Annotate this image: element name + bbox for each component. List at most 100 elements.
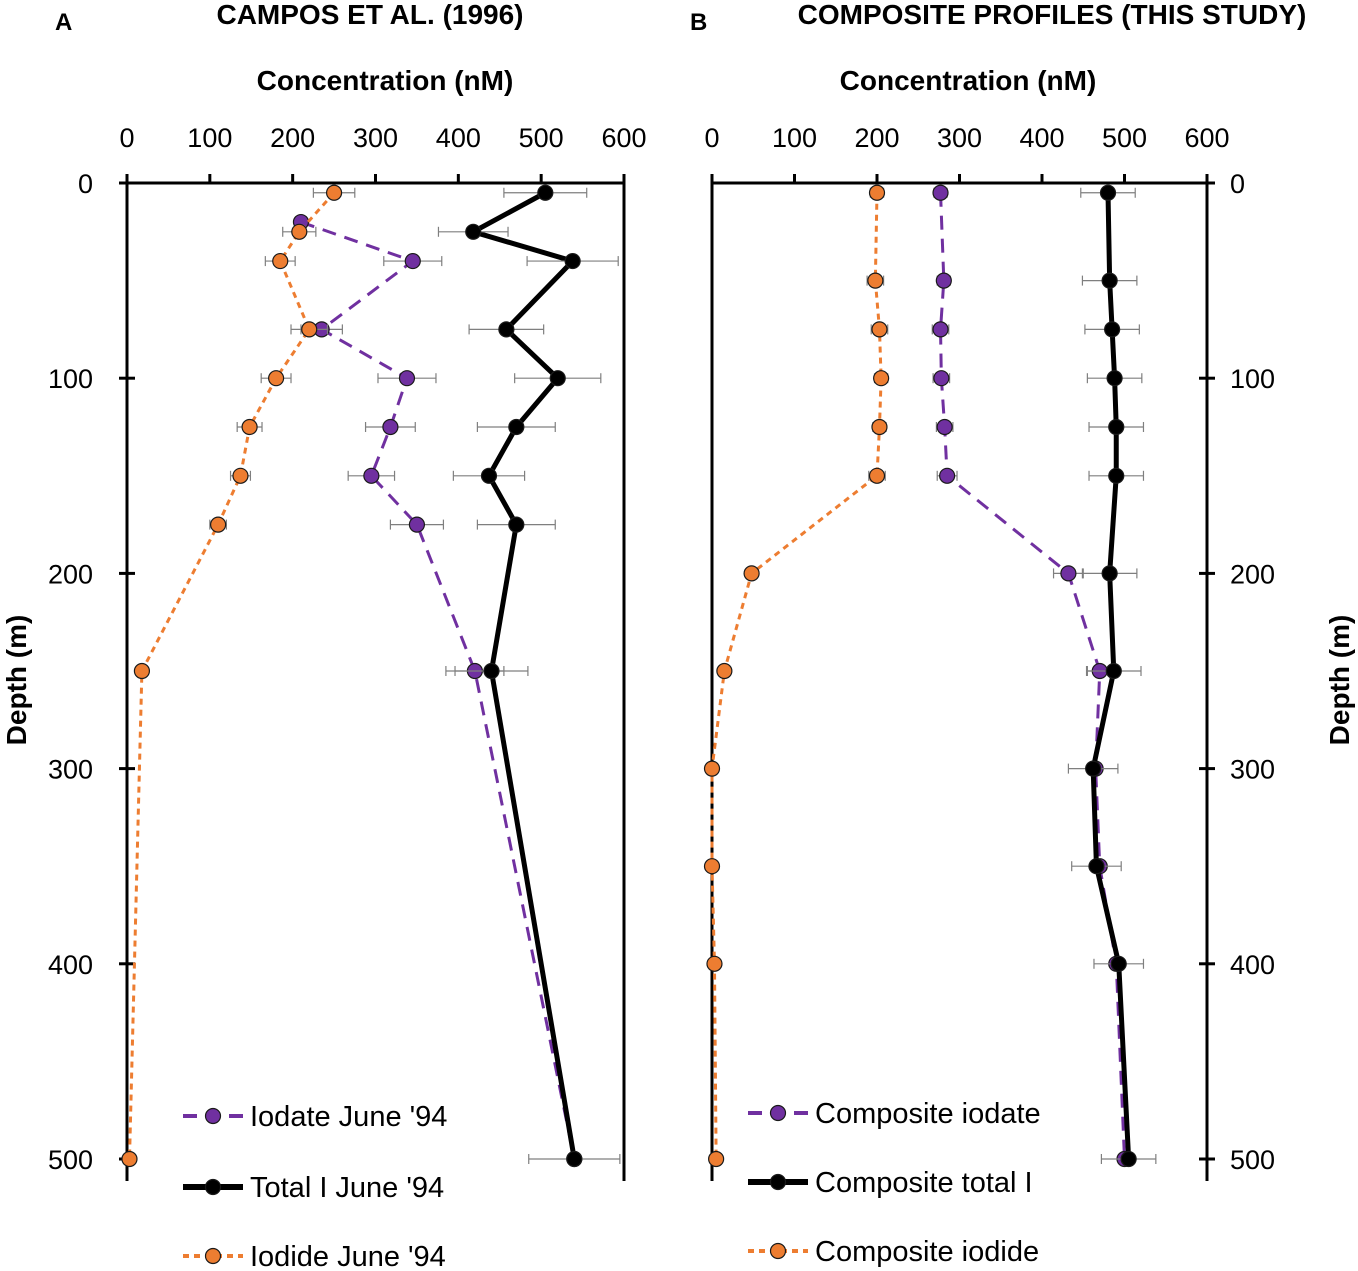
- panel-b-x-tick-label: 600: [1184, 123, 1229, 153]
- panel-a-point-total: [537, 184, 554, 201]
- panel-a-point-iodide: [241, 418, 258, 436]
- panel-b-point-total: [1108, 418, 1125, 436]
- panel-a-point-iodate: [382, 418, 399, 436]
- panel-b-x-tick-label: 500: [1102, 123, 1147, 153]
- panel-b-point-total: [1105, 662, 1122, 680]
- panel-a-point-iodide: [232, 467, 249, 484]
- panel-a-series-line-total: [470, 190, 577, 1160]
- panel-b-point-total: [1101, 565, 1118, 582]
- panel-b-legend-marker-total: [769, 1173, 787, 1191]
- panel-a-y-axis-title: Depth (m): [1, 615, 32, 746]
- panel-a-point-iodate: [404, 252, 421, 270]
- panel-a-point-total: [549, 370, 566, 387]
- panel-a-x-tick-label: 100: [187, 123, 232, 153]
- panel-b-point-iodide: [873, 370, 890, 387]
- panel-a-point-iodide: [133, 662, 151, 680]
- panel-b-point-iodide: [706, 955, 723, 972]
- panel-b-x-tick-label: 200: [854, 123, 899, 153]
- panel-b-plot: 0 100 200 300 400 500 6000100200300400500Compo…: [703, 123, 1275, 1268]
- panel-a-x-tick-label: 400: [436, 123, 481, 153]
- panel-a-legend-marker-iodide: [204, 1247, 222, 1265]
- panel-a-y-tick-label: 200: [48, 559, 93, 589]
- panel-b-legend-label-iodide: Composite iodide: [815, 1236, 1039, 1268]
- panel-a-point-iodide: [121, 1150, 138, 1168]
- panel-b-point-total: [1106, 370, 1123, 387]
- panel-a-x-tick-label: 0: [119, 123, 134, 153]
- panel-a-point-total: [480, 467, 498, 484]
- panel-b-point-iodide: [868, 467, 886, 484]
- panel-a-point-total: [483, 662, 500, 680]
- panel-b-legend-label-iodate: Composite iodate: [815, 1098, 1041, 1130]
- panel-b-point-iodide: [868, 184, 886, 201]
- panel-a-plot: 0 100 200 300 400 500 600 0 100 200 300 400 500 Iodat…: [48, 123, 647, 1271]
- panel-b-point-iodate: [939, 467, 956, 484]
- panel-b-point-total: [1120, 1150, 1137, 1168]
- panel-a-point-iodide: [291, 223, 308, 240]
- panel-a-title: CAMPOS ET AL. (1996): [216, 0, 523, 30]
- panel-a-x-axis-title: Concentration (nM): [257, 65, 514, 96]
- panel-a-legend-marker-iodate: [204, 1107, 222, 1125]
- panel-b-point-iodide: [871, 321, 888, 338]
- panel-b-letter: B: [690, 9, 707, 36]
- panel-b-point-iodide: [867, 272, 884, 289]
- panel-a-x-tick-label: 200: [270, 123, 315, 153]
- panel-a-y-tick-label: 500: [48, 1145, 93, 1175]
- panel-b-y-tick-label: 500: [1230, 1145, 1275, 1175]
- panel-a-x-tick-label: 600: [601, 123, 646, 153]
- panel-a-y-tick-label: 300: [48, 755, 93, 785]
- panel-b-point-iodide: [708, 1150, 725, 1168]
- panel-a-point-total: [508, 516, 525, 533]
- panel-b-point-iodate: [1060, 565, 1077, 582]
- panel-b-point-total: [1085, 760, 1102, 777]
- panel-b-point-iodide: [703, 858, 721, 875]
- panel-b-y-tick-label: 400: [1230, 950, 1275, 980]
- panel-a-point-iodate: [408, 516, 426, 533]
- panel-a-point-iodide: [210, 516, 227, 533]
- panel-a-point-total: [566, 1150, 583, 1168]
- panel-a-point-iodide: [325, 184, 343, 201]
- panel-a-point-iodide: [268, 370, 285, 387]
- panel-b-point-iodide: [716, 662, 733, 680]
- panel-b-y-axis-title: Depth (m): [1324, 615, 1355, 746]
- panel-b-point-iodate: [932, 184, 949, 201]
- panel-b-point-iodate: [932, 321, 949, 338]
- panel-a-x-tick-label: 500: [519, 123, 564, 153]
- panel-b-legend-marker-iodate: [769, 1104, 787, 1122]
- panel-b-point-iodide: [703, 760, 721, 777]
- panel-a-y-tick-label: 400: [48, 950, 93, 980]
- panel-b-series-line-total: [1090, 192, 1132, 1160]
- panel-b-legend-marker-iodide: [769, 1242, 787, 1260]
- panel-a-letter: A: [55, 9, 72, 36]
- panel-b-point-total: [1099, 184, 1117, 201]
- panel-a-x-tick-label: 300: [353, 123, 398, 153]
- panel-a-legend-marker-total: [204, 1178, 222, 1196]
- panel-b-y-tick-label: 300: [1230, 755, 1275, 785]
- panel-a-legend-label-iodide: Iodide June '94: [250, 1241, 446, 1271]
- panel-a-legend-label-total: Total I June '94: [250, 1172, 444, 1204]
- panel-b-x-tick-label: 300: [937, 123, 982, 153]
- panel-b-y-tick-label: 200: [1230, 559, 1275, 589]
- panel-a-point-iodate: [363, 467, 380, 484]
- panel-a-point-iodide: [272, 252, 289, 270]
- panel-b-x-axis-title: Concentration (nM): [840, 65, 1097, 96]
- panel-a-point-total: [508, 418, 525, 436]
- panel-b-point-iodate: [935, 272, 952, 289]
- panel-b-point-total: [1110, 955, 1127, 972]
- panel-a-y-tick-label: 0: [78, 169, 93, 199]
- panel-b-point-iodate: [936, 418, 953, 436]
- panel-b-point-iodide: [871, 418, 888, 436]
- panel-b-point-total: [1101, 272, 1118, 289]
- panel-b-title: COMPOSITE PROFILES (THIS STUDY): [798, 0, 1307, 30]
- panel-a-series-line-iodide: [127, 191, 336, 1160]
- panel-b-legend-label-total: Composite total I: [815, 1167, 1033, 1199]
- panel-b-point-iodate: [933, 370, 950, 387]
- panel-b-point-total: [1104, 321, 1121, 338]
- panel-b-x-tick-label: 400: [1019, 123, 1064, 153]
- panel-b-x-tick-label: 0: [704, 123, 719, 153]
- panel-b-x-tick-label: 100: [772, 123, 817, 153]
- panel-b-point-total: [1088, 858, 1105, 875]
- panel-a-point-total: [564, 252, 581, 270]
- panel-a-point-iodide: [301, 321, 318, 338]
- panel-a-y-tick-label: 100: [48, 364, 93, 394]
- panel-b-y-tick-label: 0: [1230, 169, 1245, 199]
